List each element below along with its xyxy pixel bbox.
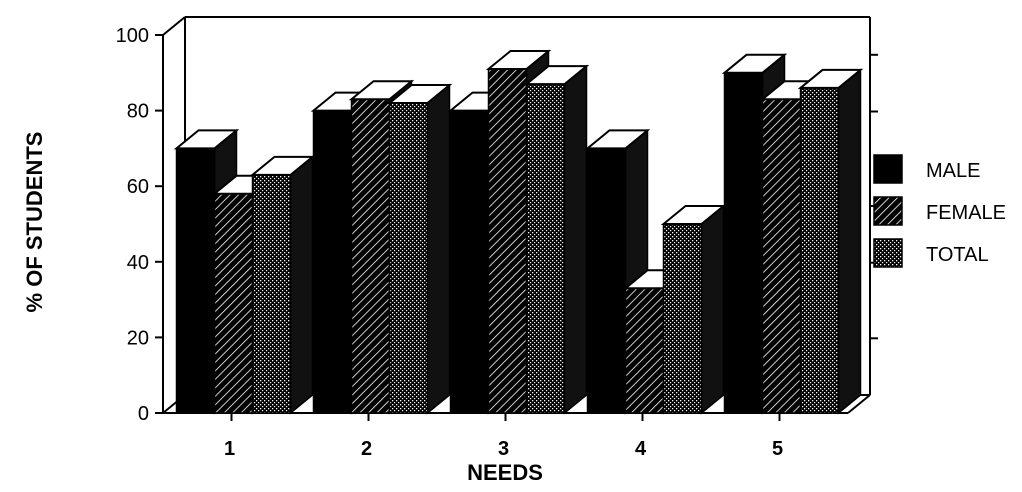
bar-top: [797, 68, 864, 89]
x-tick-label: 5: [772, 438, 783, 460]
bar-top: [660, 205, 727, 225]
bar-side: [426, 83, 451, 415]
bar-front: [175, 147, 216, 414]
legend-label: MALE: [926, 160, 980, 182]
bar-front: [799, 87, 840, 414]
legend-item: FEMALE: [873, 196, 1006, 226]
bar: [660, 204, 727, 415]
bar-top: [386, 84, 453, 105]
bar-front: [312, 109, 353, 414]
bar-side: [563, 64, 588, 415]
bar: [249, 155, 316, 415]
floor-right-edge: [847, 394, 871, 414]
legend-swatch: [873, 196, 903, 226]
y-tick-label: 20: [127, 327, 149, 349]
bar-front: [662, 223, 703, 414]
y-tick-label: 60: [127, 176, 149, 198]
bar-front: [487, 68, 528, 414]
top-left-depth-edge: [162, 16, 186, 36]
bar-top: [348, 80, 415, 101]
bar-side: [837, 68, 862, 415]
x-tick-label: 3: [498, 438, 509, 460]
bar-side: [289, 155, 314, 415]
bar-front: [525, 83, 566, 414]
x-tick-label: 1: [224, 438, 235, 460]
bar: [584, 128, 651, 415]
bar-front: [213, 193, 254, 414]
bar: [797, 68, 864, 415]
bar-top: [485, 50, 552, 71]
x-tick-label: 4: [635, 438, 647, 460]
bar-front: [388, 102, 429, 414]
y-tick-label: 100: [116, 25, 149, 47]
bar-side: [700, 204, 725, 415]
y-tick-label: 40: [127, 252, 149, 274]
legend-item: TOTAL: [873, 238, 989, 268]
legend-swatch: [873, 154, 903, 184]
y-tick-label: 80: [127, 101, 149, 123]
bar-front: [350, 98, 391, 414]
bar-front: [723, 72, 764, 414]
y-tick-label: 0: [138, 403, 149, 425]
bar-top: [721, 53, 788, 74]
bar-front: [586, 147, 627, 414]
bar-top: [523, 65, 590, 86]
bar-top: [584, 129, 651, 150]
bar-top: [173, 129, 240, 150]
bar-front: [449, 109, 490, 414]
legend-label: TOTAL: [926, 244, 989, 266]
bar-front: [761, 98, 802, 414]
x-tick-label: 2: [361, 438, 372, 460]
bar-top: [249, 155, 316, 176]
bar: [386, 83, 453, 415]
legend-item: MALE: [873, 154, 980, 184]
legend-swatch: [873, 238, 903, 268]
bar-front: [624, 287, 665, 414]
y-axis-label: % OF STUDENTS: [22, 132, 47, 313]
bar: [523, 64, 590, 415]
legend-label: FEMALE: [926, 202, 1006, 224]
bar-front: [251, 174, 292, 414]
x-axis-label: NEEDS: [467, 460, 543, 485]
